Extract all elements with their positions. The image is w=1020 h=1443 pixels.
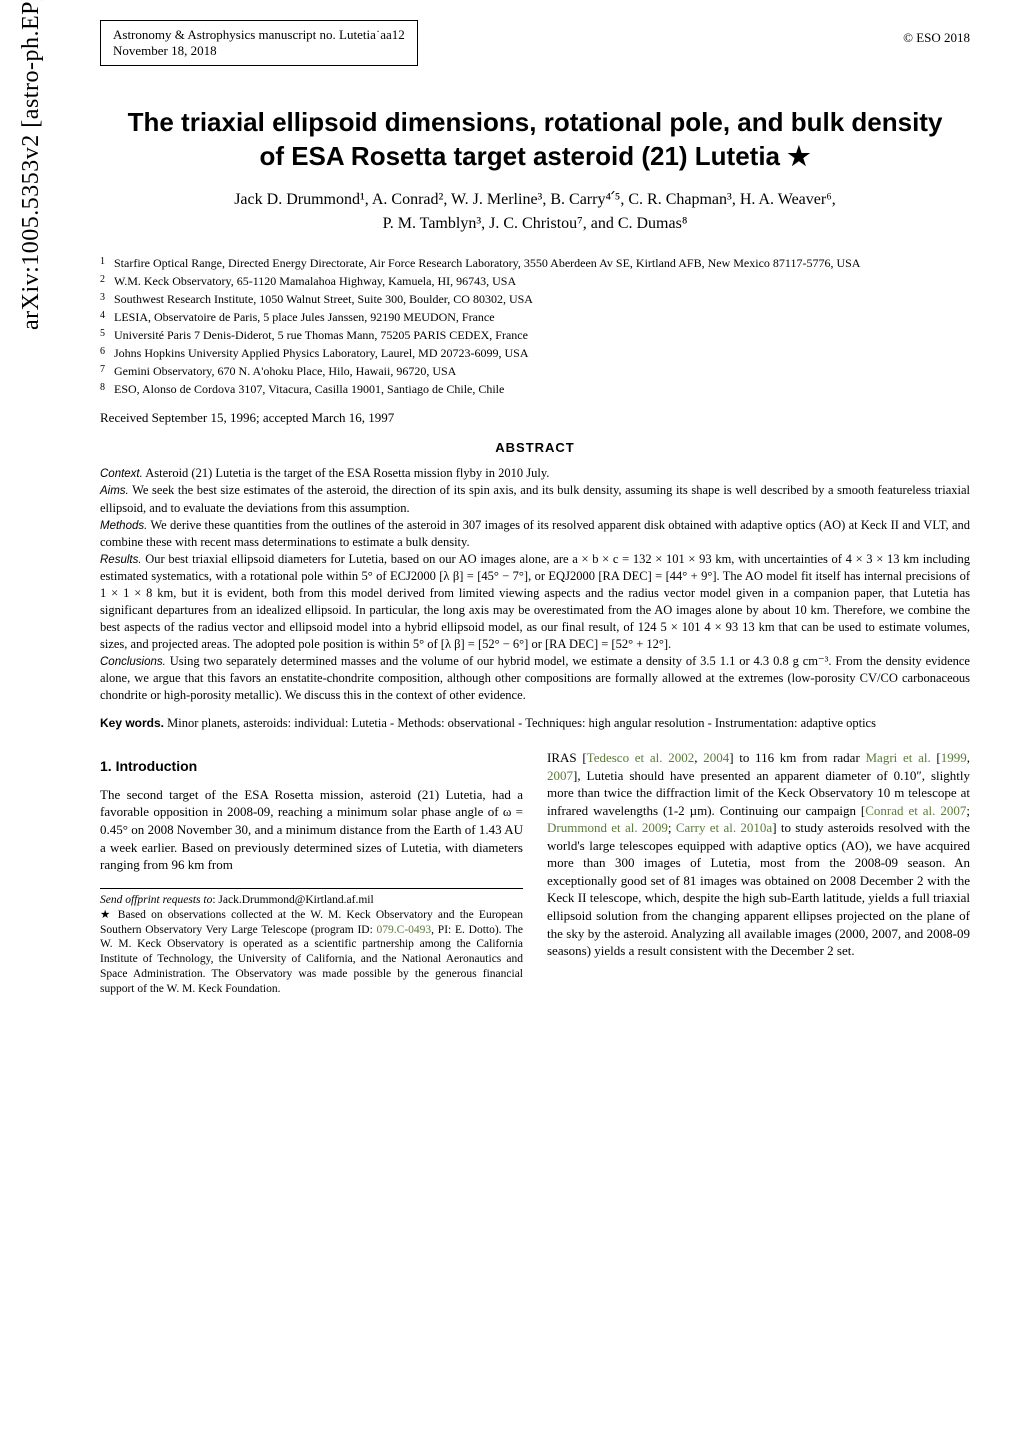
authors-block: Jack D. Drummond¹, A. Conrad², W. J. Mer… [100, 188, 970, 236]
affil-num: 4 [100, 308, 114, 326]
affil-text: Johns Hopkins University Applied Physics… [114, 344, 970, 362]
citation: Carry et al. 2010a [676, 820, 772, 835]
aims-text: We seek the best size estimates of the a… [100, 483, 970, 515]
methods-label: Methods. [100, 520, 147, 532]
affil-num: 6 [100, 344, 114, 362]
results-label: Results. [100, 554, 142, 566]
conclusions-label: Conclusions. [100, 656, 166, 668]
section-1-heading: 1. Introduction [100, 757, 523, 776]
footnotes-block: Send offprint requests to: Jack.Drummond… [100, 888, 523, 998]
copyright: © ESO 2018 [903, 30, 970, 46]
conclusions-text: Using two separately determined masses a… [100, 654, 970, 702]
affil-text: Southwest Research Institute, 1050 Walnu… [114, 290, 970, 308]
keywords-block: Key words. Minor planets, asteroids: ind… [100, 716, 970, 731]
results-text: Our best triaxial ellipsoid diameters fo… [100, 552, 970, 651]
left-column: 1. Introduction The second target of the… [100, 749, 523, 997]
keywords-text: Minor planets, asteroids: individual: Lu… [164, 716, 876, 730]
affil-num: 7 [100, 362, 114, 380]
title-line-1: The triaxial ellipsoid dimensions, rotat… [128, 107, 943, 137]
affil-num: 1 [100, 254, 114, 272]
citation: 2004 [703, 750, 729, 765]
authors-line-1: Jack D. Drummond¹, A. Conrad², W. J. Mer… [234, 191, 836, 208]
affil-text: Starfire Optical Range, Directed Energy … [114, 254, 970, 272]
affil-text: Gemini Observatory, 670 N. A'ohoku Place… [114, 362, 970, 380]
affil-num: 8 [100, 380, 114, 398]
context-text: Asteroid (21) Lutetia is the target of t… [143, 466, 550, 480]
program-id: 079.C-0493 [377, 924, 432, 936]
send-offprint-label: Send offprint requests to [100, 894, 212, 906]
citation: 1999 [941, 750, 967, 765]
journal-line: Astronomy & Astrophysics manuscript no. … [113, 27, 405, 43]
citation: Conrad et al. 2007 [865, 803, 966, 818]
abstract-block: Context. Asteroid (21) Lutetia is the ta… [100, 465, 970, 704]
right-column: IRAS [Tedesco et al. 2002, 2004] to 116 … [547, 749, 970, 997]
citation: 2007 [547, 768, 573, 783]
arxiv-identifier: arXiv:1005.5353v2 [astro-ph.EP] 17 Jun 2… [18, 0, 45, 330]
right-column-paragraph: IRAS [Tedesco et al. 2002, 2004] to 116 … [547, 749, 970, 960]
citation: Magri et al. [866, 750, 931, 765]
keywords-label: Key words. [100, 716, 164, 730]
authors-line-2: P. M. Tamblyn³, J. C. Christou⁷, and C. … [383, 215, 688, 232]
affil-num: 5 [100, 326, 114, 344]
received-accepted: Received September 15, 1996; accepted Ma… [100, 410, 970, 426]
affil-text: ESO, Alonso de Cordova 3107, Vitacura, C… [114, 380, 970, 398]
paper-title: The triaxial ellipsoid dimensions, rotat… [100, 106, 970, 174]
affil-text: Université Paris 7 Denis-Diderot, 5 rue … [114, 326, 970, 344]
affil-text: W.M. Keck Observatory, 65-1120 Mamalahoa… [114, 272, 970, 290]
abstract-heading: ABSTRACT [100, 440, 970, 455]
affiliations-list: 1Starfire Optical Range, Directed Energy… [100, 254, 970, 398]
aims-label: Aims. [100, 485, 129, 497]
methods-text: We derive these quantities from the outl… [100, 518, 970, 550]
affil-text: LESIA, Observatoire de Paris, 5 place Ju… [114, 308, 970, 326]
affil-num: 3 [100, 290, 114, 308]
send-offprint-value: : Jack.Drummond@Kirtland.af.mil [212, 894, 373, 906]
header-date: November 18, 2018 [113, 43, 405, 59]
intro-paragraph: The second target of the ESA Rosetta mis… [100, 786, 523, 874]
manuscript-header: Astronomy & Astrophysics manuscript no. … [100, 20, 418, 66]
title-line-2: of ESA Rosetta target asteroid (21) Lute… [259, 141, 810, 171]
affil-num: 2 [100, 272, 114, 290]
context-label: Context. [100, 468, 143, 480]
citation: Drummond et al. 2009 [547, 820, 668, 835]
citation: Tedesco et al. 2002 [587, 750, 695, 765]
